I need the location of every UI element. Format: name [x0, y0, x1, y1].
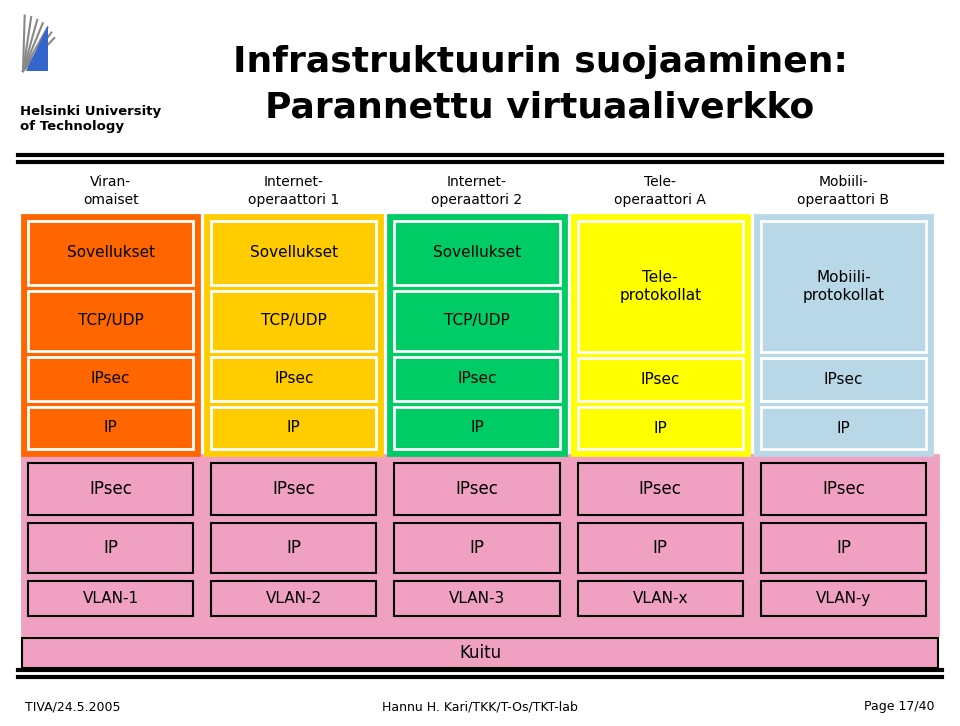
- Bar: [395, 581, 560, 616]
- Text: VLAN-3: VLAN-3: [449, 591, 505, 606]
- Text: VLAN-1: VLAN-1: [83, 591, 138, 606]
- Text: IP: IP: [287, 420, 300, 436]
- Text: Sovellukset: Sovellukset: [250, 245, 338, 260]
- Text: IP: IP: [469, 539, 485, 557]
- Text: VLAN-2: VLAN-2: [266, 591, 322, 606]
- Bar: [755, 215, 932, 455]
- Bar: [395, 407, 560, 449]
- Text: IPsec: IPsec: [822, 480, 865, 498]
- Text: IPsec: IPsec: [638, 480, 682, 498]
- Text: VLAN-x: VLAN-x: [633, 591, 688, 606]
- Text: TCP/UDP: TCP/UDP: [261, 313, 326, 328]
- Text: Mobiili-
protokollat: Mobiili- protokollat: [803, 270, 884, 303]
- Text: IPsec: IPsec: [640, 372, 680, 387]
- Text: IP: IP: [836, 420, 851, 436]
- Text: TCP/UDP: TCP/UDP: [444, 313, 510, 328]
- Bar: [760, 358, 926, 401]
- Bar: [760, 407, 926, 449]
- Text: IP: IP: [470, 420, 484, 436]
- Bar: [211, 407, 376, 449]
- Text: Helsinki University: Helsinki University: [20, 105, 161, 118]
- Bar: [578, 523, 743, 573]
- Bar: [28, 407, 193, 449]
- Bar: [22, 215, 200, 455]
- Bar: [28, 221, 193, 285]
- Bar: [28, 290, 193, 351]
- Text: Tele-
protokollat: Tele- protokollat: [619, 270, 701, 303]
- Text: IP: IP: [654, 420, 667, 436]
- Text: VLAN-y: VLAN-y: [816, 591, 871, 606]
- Bar: [578, 407, 743, 449]
- Text: IP: IP: [286, 539, 301, 557]
- Bar: [28, 581, 193, 616]
- Text: Sovellukset: Sovellukset: [66, 245, 155, 260]
- Text: Kuitu: Kuitu: [459, 644, 501, 662]
- Text: Internet-: Internet-: [264, 175, 324, 189]
- Bar: [571, 215, 749, 455]
- Bar: [760, 221, 926, 351]
- Bar: [28, 356, 193, 401]
- Text: Sovellukset: Sovellukset: [433, 245, 521, 260]
- Text: TIVA/24.5.2005: TIVA/24.5.2005: [25, 700, 121, 713]
- Bar: [211, 221, 376, 285]
- Text: operaattori 1: operaattori 1: [249, 193, 340, 207]
- Bar: [389, 215, 565, 455]
- Bar: [395, 463, 560, 515]
- Text: IPsec: IPsec: [456, 480, 498, 498]
- Bar: [578, 463, 743, 515]
- Bar: [760, 463, 926, 515]
- Text: IPsec: IPsec: [824, 372, 863, 387]
- Bar: [211, 290, 376, 351]
- Bar: [395, 221, 560, 285]
- Bar: [395, 523, 560, 573]
- Polygon shape: [26, 25, 48, 71]
- Bar: [395, 290, 560, 351]
- Bar: [28, 523, 193, 573]
- Bar: [22, 638, 938, 668]
- Bar: [28, 463, 193, 515]
- Bar: [760, 581, 926, 616]
- Text: IPsec: IPsec: [89, 480, 132, 498]
- Text: IP: IP: [103, 539, 118, 557]
- Text: Internet-: Internet-: [447, 175, 507, 189]
- Bar: [578, 358, 743, 401]
- Bar: [211, 523, 376, 573]
- Text: IPsec: IPsec: [457, 371, 496, 386]
- Bar: [211, 581, 376, 616]
- Text: Tele-: Tele-: [644, 175, 676, 189]
- Bar: [211, 463, 376, 515]
- Text: omaiset: omaiset: [83, 193, 138, 207]
- Text: IP: IP: [836, 539, 851, 557]
- Text: operaattori B: operaattori B: [798, 193, 889, 207]
- Text: operaattori A: operaattori A: [614, 193, 707, 207]
- Bar: [395, 356, 560, 401]
- Bar: [211, 356, 376, 401]
- Bar: [205, 215, 382, 455]
- Text: of Technology: of Technology: [20, 120, 124, 133]
- Bar: [22, 455, 938, 635]
- Text: Page 17/40: Page 17/40: [865, 700, 935, 713]
- Text: Parannettu virtuaaliverkko: Parannettu virtuaaliverkko: [265, 90, 815, 124]
- Text: IPsec: IPsec: [91, 371, 131, 386]
- Text: TCP/UDP: TCP/UDP: [78, 313, 143, 328]
- Text: Hannu H. Kari/TKK/T-Os/TKT-lab: Hannu H. Kari/TKK/T-Os/TKT-lab: [382, 700, 578, 713]
- Text: IPsec: IPsec: [274, 371, 314, 386]
- Text: IPsec: IPsec: [273, 480, 315, 498]
- Text: Mobiili-: Mobiili-: [819, 175, 868, 189]
- Bar: [578, 581, 743, 616]
- Bar: [578, 221, 743, 351]
- Text: Viran-: Viran-: [90, 175, 132, 189]
- Text: IP: IP: [104, 420, 117, 436]
- Text: operaattori 2: operaattori 2: [431, 193, 522, 207]
- Bar: [760, 523, 926, 573]
- Text: IP: IP: [653, 539, 668, 557]
- Text: Infrastruktuurin suojaaminen:: Infrastruktuurin suojaaminen:: [232, 45, 848, 79]
